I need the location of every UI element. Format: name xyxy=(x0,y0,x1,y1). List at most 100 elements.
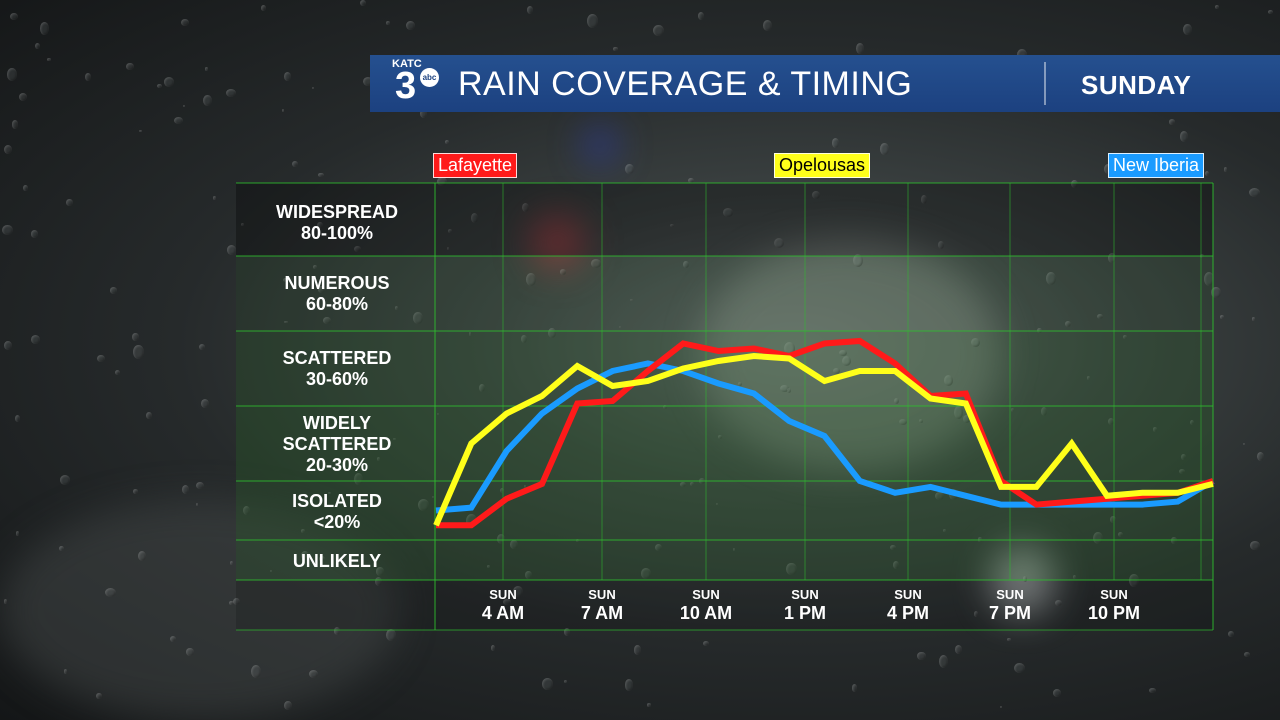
rain-drop xyxy=(250,665,261,678)
rain-drop xyxy=(1152,426,1158,432)
rain-drop xyxy=(105,588,117,598)
rain-drop xyxy=(890,545,896,551)
rain-drop xyxy=(1071,179,1079,188)
rain-drop xyxy=(526,6,533,14)
rain-drop xyxy=(917,652,926,661)
rain-drop xyxy=(547,327,556,338)
rain-drop xyxy=(633,645,642,655)
rain-drop xyxy=(654,543,662,551)
y-label-range: 80-100% xyxy=(300,223,374,243)
rain-drop xyxy=(133,489,139,494)
rain-drop xyxy=(1097,314,1104,320)
rain-drop xyxy=(164,77,175,87)
y-label-isolated: ISOLATED <20% xyxy=(240,491,434,533)
rain-drop xyxy=(333,626,341,635)
rain-drop xyxy=(1014,662,1026,673)
rain-drop xyxy=(1041,407,1048,416)
rain-drop xyxy=(523,484,526,488)
rain-drop xyxy=(205,67,208,71)
rain-drop xyxy=(317,221,323,230)
rain-drop xyxy=(59,475,70,485)
rain-drop xyxy=(920,194,928,204)
x-tick-time: 10 PM xyxy=(1087,603,1141,623)
rain-drop xyxy=(641,568,652,579)
rain-drop xyxy=(525,273,536,286)
rain-drop xyxy=(182,485,190,495)
rain-drop xyxy=(2,224,13,236)
background-light-blob xyxy=(530,215,585,270)
rain-drop xyxy=(786,562,797,576)
rain-drop xyxy=(139,130,142,133)
rain-drop xyxy=(563,628,571,637)
rain-drop xyxy=(1250,541,1260,551)
legend-new-iberia: New Iberia xyxy=(1108,153,1205,178)
chart-title: RAIN COVERAGE & TIMING xyxy=(458,65,913,103)
rain-drop xyxy=(354,245,362,253)
y-label-unlikely: UNLIKELY xyxy=(240,551,434,572)
rain-drop xyxy=(196,503,199,507)
rain-drop xyxy=(892,560,899,570)
rain-drop xyxy=(971,338,980,348)
rain-drop xyxy=(393,438,396,441)
rain-drop xyxy=(697,11,704,20)
rain-drop xyxy=(899,419,907,426)
x-tick-day: SUN xyxy=(996,587,1024,602)
rain-drop xyxy=(954,645,962,655)
rain-drop xyxy=(624,163,634,174)
x-tick-time: 4 AM xyxy=(481,603,525,623)
rain-drop xyxy=(31,334,41,344)
rain-drop xyxy=(146,412,152,420)
rain-drop xyxy=(559,269,567,275)
rain-drop xyxy=(973,611,979,618)
rain-drop xyxy=(377,456,381,461)
rain-drop xyxy=(269,569,273,573)
rain-drop xyxy=(436,412,440,416)
rain-drop xyxy=(786,387,792,393)
x-tick-day: SUN xyxy=(894,587,922,602)
rain-drop xyxy=(1251,317,1256,321)
rain-drop xyxy=(354,472,364,485)
rain-drop xyxy=(646,703,651,707)
rain-drop xyxy=(512,586,523,598)
rain-drop xyxy=(318,172,324,178)
rain-drop xyxy=(653,25,664,37)
logo-number: 3 xyxy=(395,65,417,107)
rain-drop xyxy=(375,576,383,586)
rain-drop xyxy=(133,345,144,360)
rain-drop xyxy=(412,312,424,324)
y-label-widely-scattered: WIDELY SCATTERED 20-30% xyxy=(240,413,434,476)
rain-drop xyxy=(590,259,601,268)
rain-drop xyxy=(1257,452,1265,462)
rain-drop xyxy=(503,598,512,606)
rain-drop xyxy=(444,139,449,144)
rain-drop xyxy=(1086,375,1091,380)
x-tick: SUN 7 AM xyxy=(552,587,652,624)
rain-drop xyxy=(212,196,216,200)
rain-drop xyxy=(855,42,865,54)
rain-drop xyxy=(723,207,734,217)
rain-drop xyxy=(229,561,233,566)
rain-drop xyxy=(1180,131,1189,142)
rain-drop xyxy=(1000,705,1003,708)
rain-drop xyxy=(880,143,890,155)
rain-drop xyxy=(702,640,709,647)
y-label-name: UNLIKELY xyxy=(292,551,382,571)
rain-drop xyxy=(1022,576,1028,582)
rain-drop xyxy=(14,414,21,423)
rain-drop xyxy=(114,369,121,376)
x-tick-day: SUN xyxy=(1100,587,1128,602)
rain-drop xyxy=(683,260,689,269)
rain-drop xyxy=(939,654,949,668)
rain-drop xyxy=(715,502,719,506)
x-tick: SUN 10 AM xyxy=(656,587,756,624)
series-line-opelousas xyxy=(433,352,1214,527)
y-label-numerous: NUMEROUS 60-80% xyxy=(240,273,434,315)
rain-drop xyxy=(344,420,350,426)
rain-drop xyxy=(229,601,234,606)
y-label-name: ISOLATED xyxy=(292,491,382,511)
rain-drop xyxy=(23,184,29,192)
rain-drop xyxy=(525,570,532,579)
rain-drop xyxy=(198,343,205,350)
y-label-range: <20% xyxy=(313,512,361,532)
